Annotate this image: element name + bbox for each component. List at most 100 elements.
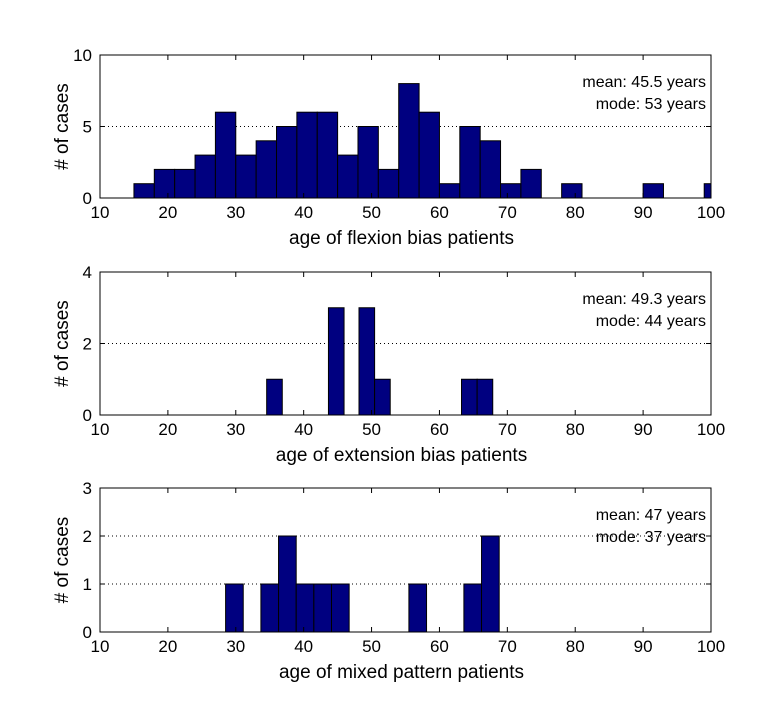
bar-flexion-11 — [357, 126, 379, 198]
bar-mixed-7 — [463, 583, 483, 632]
y-tick-label-mixed-1: 1 — [83, 575, 92, 594]
x-tick-label-extension-60: 60 — [430, 420, 449, 439]
x-tick-label-mixed-100: 100 — [697, 637, 725, 656]
x-tick-label-flexion-70: 70 — [498, 203, 517, 222]
bar-flexion-20 — [561, 183, 583, 198]
bar-mixed-6 — [408, 583, 428, 632]
y-tick-label-flexion-10: 10 — [73, 46, 92, 65]
bar-flexion-19 — [520, 168, 542, 198]
bar-extension-5 — [476, 378, 494, 415]
bar-mixed-1 — [260, 583, 280, 632]
x-axis-label-flexion: age of flexion bias patients — [289, 228, 514, 249]
bar-flexion-0 — [133, 183, 155, 198]
mean-annotation-mixed: mean: 47 years — [596, 507, 706, 524]
bar-flexion-16 — [459, 126, 481, 198]
bar-flexion-6 — [255, 140, 278, 198]
bar-flexion-5 — [235, 154, 257, 198]
bar-mixed-4 — [313, 583, 333, 632]
x-axis-label-extension: age of extension bias patients — [276, 445, 527, 466]
y-axis-label-mixed: # of cases — [52, 517, 73, 604]
x-tick-label-extension-10: 10 — [91, 420, 110, 439]
x-tick-label-mixed-80: 80 — [566, 637, 585, 656]
bar-flexion-18 — [500, 183, 522, 198]
bars-flexion — [133, 83, 711, 198]
x-tick-label-mixed-90: 90 — [634, 637, 653, 656]
y-tick-label-extension-0: 0 — [83, 406, 92, 425]
y-tick-label-extension-4: 4 — [83, 263, 92, 282]
mode-annotation-flexion: mode: 53 years — [596, 96, 706, 113]
x-tick-label-flexion-60: 60 — [430, 203, 449, 222]
x-tick-label-flexion-90: 90 — [634, 203, 653, 222]
x-tick-label-flexion-100: 100 — [697, 203, 725, 222]
x-tick-label-mixed-50: 50 — [362, 637, 381, 656]
x-tick-label-flexion-30: 30 — [226, 203, 245, 222]
mode-annotation-mixed: mode: 37 years — [596, 529, 706, 546]
histogram-mixed-pattern: 10 20 30 40 50 60 70 80 90 100 0 1 2 3 age of mixed pa… — [52, 479, 725, 683]
x-tick-label-extension-20: 20 — [158, 420, 177, 439]
x-tick-label-mixed-20: 20 — [158, 637, 177, 656]
histogram-extension-bias: 10 20 30 40 50 60 70 80 90 100 0 2 4 age of extension… — [52, 263, 725, 466]
y-axis-label-extension: # of cases — [52, 300, 73, 387]
bar-mixed-2 — [278, 535, 297, 632]
bar-extension-4 — [461, 378, 478, 415]
x-tick-label-extension-100: 100 — [697, 420, 725, 439]
plot-area-extension — [100, 272, 711, 415]
bar-flexion-9 — [316, 111, 339, 198]
mean-annotation-flexion: mean: 45.5 years — [582, 74, 706, 91]
x-tick-label-extension-50: 50 — [362, 420, 381, 439]
x-tick-label-extension-70: 70 — [498, 420, 517, 439]
y-tick-label-flexion-5: 5 — [83, 118, 92, 137]
bar-mixed-3 — [295, 583, 315, 632]
bar-flexion-21 — [642, 183, 664, 198]
x-tick-label-mixed-40: 40 — [294, 637, 313, 656]
bar-extension-3 — [374, 378, 391, 415]
bar-flexion-1 — [153, 168, 176, 198]
bar-flexion-13 — [398, 83, 420, 198]
x-tick-label-mixed-30: 30 — [226, 637, 245, 656]
x-tick-label-flexion-50: 50 — [362, 203, 381, 222]
bar-flexion-7 — [276, 126, 298, 198]
histogram-flexion-bias: 10 20 30 40 50 60 70 80 90 100 0 5 10 age of flexion … — [52, 46, 725, 249]
bar-mixed-8 — [481, 535, 500, 632]
bars-mixed — [225, 535, 500, 632]
x-tick-label-flexion-40: 40 — [294, 203, 313, 222]
x-tick-label-extension-90: 90 — [634, 420, 653, 439]
bar-mixed-5 — [331, 583, 350, 632]
bars-extension — [266, 307, 494, 415]
x-tick-label-flexion-10: 10 — [91, 203, 110, 222]
y-tick-label-extension-2: 2 — [83, 335, 92, 354]
x-tick-label-extension-80: 80 — [566, 420, 585, 439]
y-tick-label-mixed-0: 0 — [83, 623, 92, 642]
mode-annotation-extension: mode: 44 years — [596, 313, 706, 330]
y-axis-label-flexion: # of cases — [52, 83, 73, 170]
bar-flexion-12 — [377, 168, 400, 198]
bar-extension-2 — [358, 307, 376, 415]
x-tick-label-extension-30: 30 — [226, 420, 245, 439]
bar-flexion-17 — [479, 140, 502, 198]
bar-extension-1 — [327, 307, 345, 415]
y-tick-label-mixed-3: 3 — [83, 479, 92, 498]
bar-flexion-8 — [296, 111, 318, 198]
x-tick-label-mixed-70: 70 — [498, 637, 517, 656]
bar-flexion-14 — [418, 111, 440, 198]
bar-flexion-10 — [337, 154, 359, 198]
bar-flexion-2 — [174, 168, 196, 198]
x-tick-label-mixed-10: 10 — [91, 637, 110, 656]
x-tick-label-extension-40: 40 — [294, 420, 313, 439]
plot-area-mixed — [100, 488, 711, 632]
x-tick-label-flexion-80: 80 — [566, 203, 585, 222]
bar-flexion-22 — [703, 183, 711, 198]
bar-flexion-4 — [214, 111, 237, 198]
axes-box-mixed — [99, 487, 712, 633]
bar-extension-0 — [266, 378, 283, 415]
mean-annotation-extension: mean: 49.3 years — [582, 291, 706, 308]
x-tick-label-mixed-60: 60 — [430, 637, 449, 656]
bar-flexion-3 — [194, 154, 216, 198]
x-axis-label-mixed: age of mixed pattern patients — [279, 662, 524, 683]
y-tick-label-flexion-0: 0 — [83, 189, 92, 208]
x-tick-label-flexion-20: 20 — [158, 203, 177, 222]
bar-mixed-0 — [225, 583, 244, 632]
y-tick-label-mixed-2: 2 — [83, 527, 92, 546]
bar-flexion-15 — [438, 183, 461, 198]
